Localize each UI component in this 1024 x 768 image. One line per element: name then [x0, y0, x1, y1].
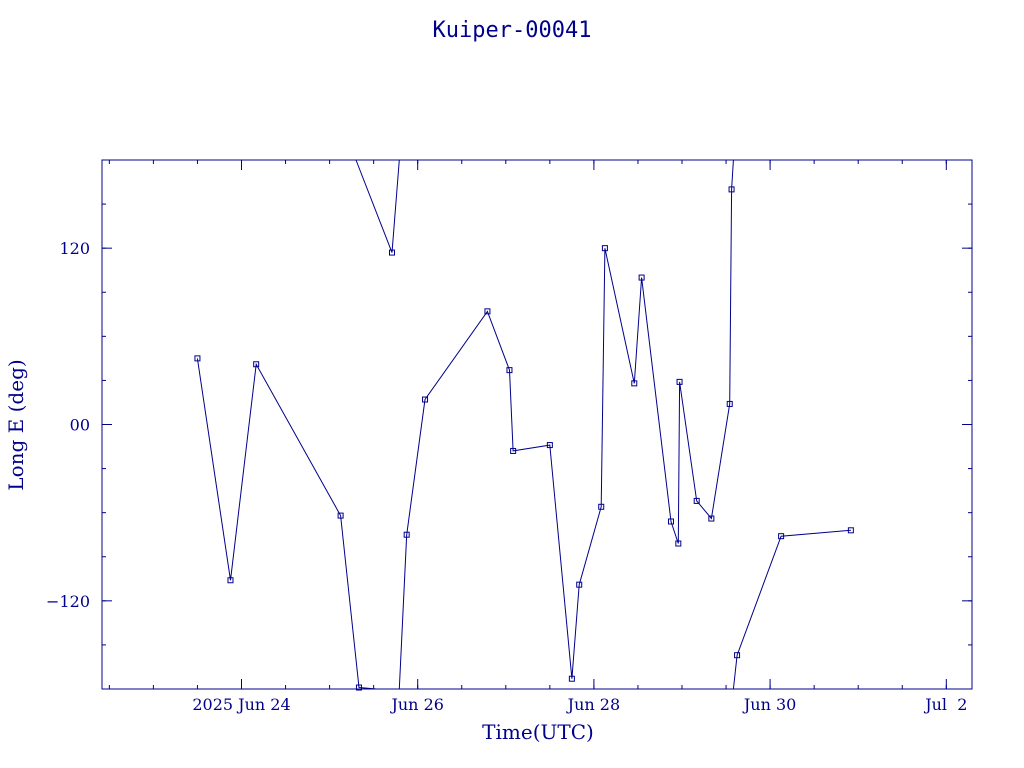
y-tick-label: 120 [59, 239, 90, 258]
data-point [546, 442, 553, 449]
data-point [676, 378, 683, 385]
data-point [510, 447, 517, 454]
data-point [631, 380, 638, 387]
plot-frame [101, 159, 973, 690]
x-tick-label: Jun 30 [742, 695, 796, 714]
series-line [398, 159, 734, 690]
data-point [506, 367, 513, 374]
data-point [778, 533, 785, 540]
y-axis-label: Long E (deg) [4, 359, 28, 490]
x-axis-label: Time(UTC) [482, 720, 594, 744]
y-tick-labels: 120 00 −120 [46, 239, 90, 611]
data-point [598, 503, 605, 510]
data-point [734, 652, 741, 659]
data-point [337, 512, 344, 519]
data-point [847, 527, 854, 534]
data-point [253, 361, 260, 368]
data-point [693, 497, 700, 504]
data-point [422, 396, 429, 403]
data-point [667, 518, 674, 525]
data-point [708, 515, 715, 522]
y-tick-label: 00 [70, 416, 90, 435]
data-point [194, 355, 201, 362]
series-line [732, 529, 851, 690]
x-tick-label: Jul 2 [923, 695, 967, 714]
series-line [355, 159, 400, 253]
x-tick-label: Jun 28 [566, 695, 620, 714]
x-tick-label: 2025 Jun 24 [192, 695, 290, 714]
axis-ticks [102, 160, 972, 689]
data-point [728, 186, 735, 193]
data-point [601, 245, 608, 252]
data-point [675, 540, 682, 547]
data-point [389, 249, 395, 256]
x-tick-labels: 2025 Jun 24 Jun 26 Jun 28 Jun 30 Jul 2 [192, 695, 967, 714]
data-point [576, 581, 583, 588]
data-point [403, 531, 410, 538]
data-point [568, 675, 575, 682]
data-point [355, 684, 362, 691]
series-line [196, 358, 377, 690]
data-point [638, 274, 645, 281]
data-point [484, 308, 491, 315]
x-tick-label: Jun 26 [389, 695, 443, 714]
data-point [726, 400, 733, 407]
data-point [227, 577, 234, 584]
y-tick-label: −120 [46, 592, 90, 611]
series-group [194, 159, 854, 691]
chart-title: Kuiper-00041 [433, 18, 592, 43]
